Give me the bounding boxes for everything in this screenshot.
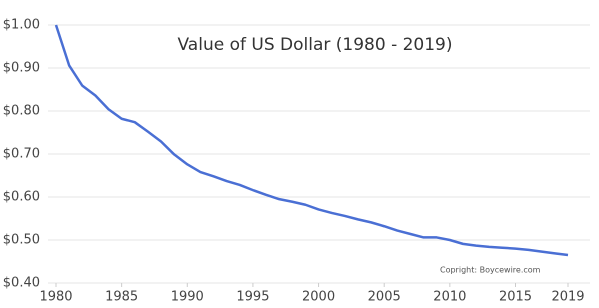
chart-title: Value of US Dollar (1980 - 2019) [178, 35, 453, 55]
x-tick-label: 2010 [433, 290, 466, 305]
y-tick-label: $1.00 [3, 18, 40, 33]
x-tick-label: 1985 [105, 290, 138, 305]
y-tick-label: $0.50 [3, 233, 40, 248]
line-series [54, 24, 569, 257]
y-tick-label: $0.90 [3, 61, 40, 76]
y-tick-label: $0.70 [3, 147, 40, 162]
y-tick-label: $0.40 [3, 276, 40, 291]
y-tick-label: $0.80 [3, 104, 40, 119]
x-tick-label: 1990 [171, 290, 204, 305]
y-tick-label: $0.60 [3, 190, 40, 205]
annotation: Copright: Boycewire.com [440, 266, 541, 275]
x-tick-label: 1980 [39, 290, 72, 305]
x-tick-label: 1995 [236, 290, 269, 305]
x-tick-label: 2015 [499, 290, 532, 305]
x-tick-label: 2019 [551, 290, 584, 305]
x-tick-label: 2005 [368, 290, 401, 305]
x-tick-label: 2000 [302, 290, 335, 305]
